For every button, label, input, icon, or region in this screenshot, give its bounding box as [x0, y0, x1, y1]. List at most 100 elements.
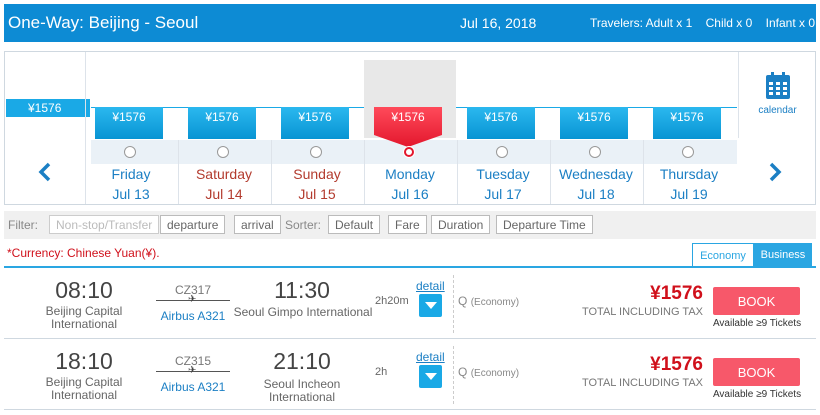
next-dates-button[interactable]: [765, 160, 785, 184]
column-divider: [453, 275, 454, 333]
calendar-button[interactable]: calendar: [738, 52, 816, 138]
day-name: Sunday: [293, 166, 341, 182]
child-count: Child x 0: [705, 16, 753, 30]
detail-link[interactable]: detail: [416, 350, 445, 364]
flight-row: 18:10 Beijing Capital International CZ315 ✈…: [4, 340, 816, 410]
day-name: Wednesday: [559, 166, 633, 182]
day-price-tag[interactable]: ¥1576: [188, 107, 256, 139]
airplane-icon: ✈: [188, 365, 197, 376]
route-line: [156, 300, 230, 301]
cabin-class: Q (Economy): [458, 365, 519, 379]
day-radio[interactable]: [589, 146, 601, 158]
departure-airport: Beijing Capital International: [45, 375, 123, 402]
cabin-class: Q (Economy): [458, 294, 519, 308]
day-radio[interactable]: [496, 146, 508, 158]
tax-note: TOTAL INCLUDING TAX: [581, 377, 703, 389]
adult-count: Travelers: Adult x 1: [590, 16, 693, 30]
arrival-airport: Seoul Gimpo International: [233, 305, 373, 319]
tax-note: TOTAL INCLUDING TAX: [581, 306, 703, 318]
route-title: One-Way: Beijing - Seoul: [8, 13, 199, 32]
day-price-tag[interactable]: ¥1576: [281, 107, 349, 139]
day-price-tag[interactable]: ¥1576: [653, 107, 721, 139]
day-separator: [271, 140, 272, 204]
travelers-summary: Travelers: Adult x 1 Child x 0 Infant x …: [590, 16, 820, 30]
day-name: Saturday: [195, 166, 253, 182]
sort-default-button[interactable]: Default: [328, 215, 381, 234]
sort-fare-button[interactable]: Fare: [388, 215, 427, 234]
aircraft-type[interactable]: Airbus A321: [160, 309, 226, 323]
aircraft-type[interactable]: Airbus A321: [160, 380, 226, 394]
ticket-availability: Available ≥9 Tickets: [712, 318, 802, 329]
date-option-monday[interactable]: ¥1576 Monday Jul 16: [364, 52, 456, 204]
infant-count: Infant x 0: [765, 16, 816, 30]
chevron-down-icon[interactable]: [419, 365, 442, 388]
fare-class-code: Q: [458, 365, 468, 379]
day-name: Thursday: [659, 166, 719, 182]
chevron-left-icon: [38, 162, 51, 182]
day-radio[interactable]: [403, 146, 415, 158]
day-name: Friday: [111, 166, 151, 182]
sort-departure-time-button[interactable]: Departure Time: [496, 215, 593, 234]
date-option-wednesday[interactable]: ¥1576 Wednesday Jul 18: [550, 52, 642, 204]
currency-note: *Currency: Chinese Yuan(¥).: [7, 246, 160, 260]
day-radio[interactable]: [217, 146, 229, 158]
cabin-name: (Economy): [470, 297, 520, 308]
arrival-filter[interactable]: arrival: [234, 215, 281, 234]
tab-underline: [4, 266, 816, 268]
chevron-down-icon[interactable]: [419, 294, 442, 317]
calendar-label: calendar: [758, 105, 797, 116]
day-separator: [550, 140, 551, 204]
day-radio[interactable]: [124, 146, 136, 158]
day-separator: [364, 140, 365, 204]
ticket-availability: Available ≥9 Tickets: [712, 389, 802, 400]
day-radio[interactable]: [682, 146, 694, 158]
cabin-name: (Economy): [470, 368, 520, 379]
day-separator: [457, 140, 458, 204]
strip-divider-left: [85, 52, 86, 204]
tab-business[interactable]: Business: [754, 243, 812, 266]
date-price-strip: ¥1576 ¥1576 Friday Jul 13 ¥1576 Saturday Jul …: [4, 51, 816, 205]
day-separator: [643, 140, 644, 204]
day-date: Jul 16: [391, 186, 429, 202]
detail-link[interactable]: detail: [416, 279, 445, 293]
column-divider: [453, 346, 454, 404]
nonstop-transfer-filter[interactable]: Non-stop/Transfer: [49, 215, 160, 234]
lowest-price-marker: ¥1576: [6, 99, 90, 117]
flight-price: ¥1576: [650, 283, 703, 304]
day-date: Jul 14: [205, 186, 243, 202]
day-price-tag[interactable]: ¥1576: [374, 107, 442, 147]
search-summary-bar: One-Way: Beijing - Seoul Jul 16, 2018 Tr…: [4, 4, 816, 42]
flight-number: CZ317: [174, 283, 212, 297]
date-option-saturday[interactable]: ¥1576 Saturday Jul 14: [178, 52, 270, 204]
date-option-tuesday[interactable]: ¥1576 Tuesday Jul 17: [457, 52, 549, 204]
departure-filter[interactable]: departure: [160, 215, 226, 234]
arrival-time: 21:10: [273, 348, 331, 374]
day-price-tag[interactable]: ¥1576: [95, 107, 163, 139]
date-option-sunday[interactable]: ¥1576 Sunday Jul 15: [271, 52, 363, 204]
airplane-icon: ✈: [188, 294, 197, 305]
day-name: Tuesday: [476, 166, 530, 182]
route-line: [156, 371, 230, 372]
day-price-tag[interactable]: ¥1576: [467, 107, 535, 139]
filter-sorter-bar: Filter: Non-stop/Transfer departure arri…: [4, 211, 816, 239]
date-option-thursday[interactable]: ¥1576 Thursday Jul 19: [643, 52, 735, 204]
flight-number: CZ315: [174, 354, 212, 368]
departure-airport: Beijing Capital International: [45, 304, 123, 331]
day-price-tag[interactable]: ¥1576: [560, 107, 628, 139]
flight-row: 08:10 Beijing Capital International CZ317 ✈…: [4, 269, 816, 339]
departure-time: 18:10: [55, 348, 113, 374]
book-button[interactable]: BOOK: [713, 287, 800, 315]
sort-duration-button[interactable]: Duration: [431, 215, 491, 234]
day-radio[interactable]: [310, 146, 322, 158]
arrival-time: 11:30: [274, 277, 330, 303]
date-option-friday[interactable]: ¥1576 Friday Jul 13: [85, 52, 177, 204]
calendar-icon: [765, 72, 790, 99]
previous-dates-button[interactable]: [35, 160, 55, 184]
day-name: Monday: [385, 166, 435, 182]
book-button[interactable]: BOOK: [713, 358, 800, 386]
day-date: Jul 19: [670, 186, 708, 202]
flight-duration: 2h20m: [375, 295, 409, 307]
tab-economy[interactable]: Economy: [692, 243, 754, 266]
arrival-airport: Seoul Incheon International: [263, 377, 341, 404]
day-date: Jul 18: [577, 186, 615, 202]
